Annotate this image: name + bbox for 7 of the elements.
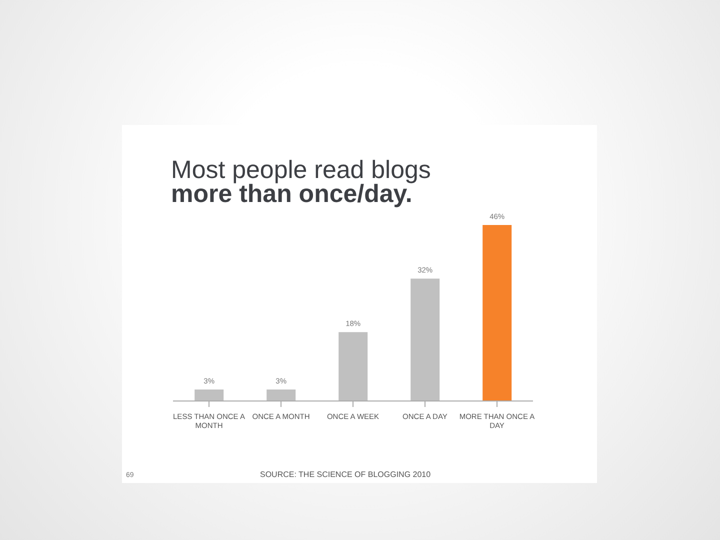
bar [266, 390, 296, 401]
chart-title: Most people read blogs [171, 156, 431, 184]
bar [410, 278, 440, 401]
source-note: SOURCE: THE SCIENCE OF BLOGGING 2010 [260, 470, 431, 479]
bar [338, 332, 368, 401]
bar [482, 225, 512, 401]
bar [194, 390, 224, 401]
